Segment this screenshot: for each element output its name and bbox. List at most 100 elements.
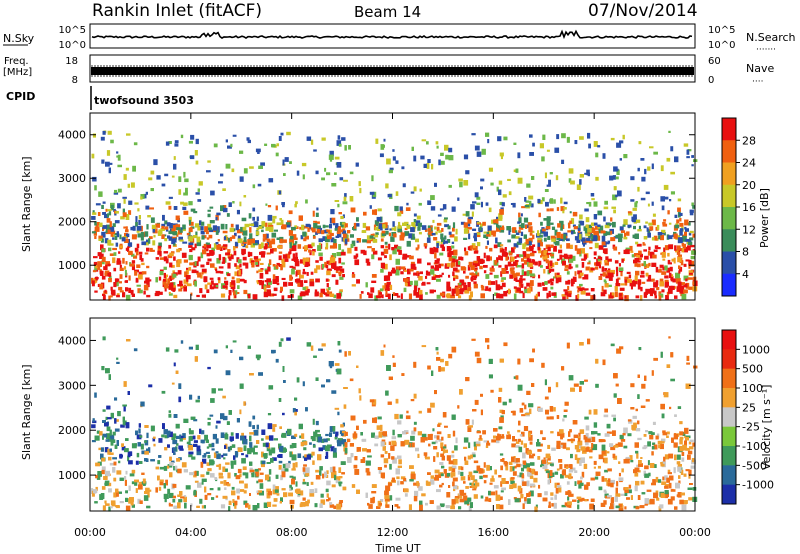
scatter-cell (593, 251, 597, 256)
scatter-cell (342, 274, 345, 278)
scatter-cell (546, 252, 552, 255)
scatter-cell (413, 155, 417, 162)
scatter-cell (469, 272, 473, 276)
scatter-cell (417, 226, 421, 231)
scatter-cell (433, 237, 438, 241)
scatter-cell (522, 251, 527, 257)
scatter-cell (548, 386, 551, 393)
scatter-cell (660, 492, 666, 498)
scatter-cell (265, 435, 270, 440)
scatter-cell (108, 374, 111, 380)
scatter-cell (594, 262, 597, 266)
scatter-cell (325, 292, 330, 297)
scatter-cell (310, 139, 314, 145)
scatter-cell (684, 440, 687, 446)
scatter-cell (289, 451, 292, 458)
scatter-cell (412, 224, 417, 229)
scatter-cell (516, 254, 521, 258)
scatter-cell (116, 280, 119, 287)
scatter-cell (247, 239, 252, 245)
scatter-cell (678, 480, 681, 484)
scatter-cell (518, 212, 521, 218)
scatter-cell (278, 136, 282, 141)
scatter-cell (234, 232, 237, 237)
scatter-cell (528, 262, 533, 268)
scatter-cell (270, 458, 274, 463)
scatter-cell (551, 447, 556, 451)
scatter-cell (532, 348, 535, 353)
scatter-cell (512, 261, 517, 266)
scatter-cell (329, 245, 335, 249)
scatter-cell (94, 226, 100, 232)
scatter-cell (338, 143, 342, 147)
scatter-cell (292, 266, 296, 270)
scatter-cell (165, 479, 168, 486)
scatter-cell (632, 415, 637, 419)
scatter-cell (180, 134, 184, 139)
scatter-cell (97, 471, 102, 477)
scatter-cell (343, 196, 347, 202)
scatter-cell (485, 445, 489, 448)
scatter-cell (685, 278, 688, 282)
scatter-cell (356, 425, 359, 430)
scatter-cell (677, 256, 682, 263)
scatter-cell (541, 251, 546, 257)
scatter-cell (594, 222, 598, 226)
scatter-cell (538, 484, 541, 489)
scatter-cell (181, 252, 187, 258)
scatter-cell (649, 251, 654, 255)
scatter-cell (257, 149, 260, 154)
scatter-cell (110, 230, 116, 235)
scatter-cell (560, 206, 565, 212)
scatter-cell (495, 284, 501, 291)
scatter-cell (168, 410, 171, 413)
scatter-cell (439, 252, 444, 256)
scatter-cell (380, 144, 385, 150)
scatter-cell (313, 223, 318, 229)
scatter-cell (669, 266, 673, 272)
scatter-cell (92, 176, 97, 182)
scatter-cell (315, 260, 319, 263)
scatter-cell (188, 266, 192, 271)
scatter-cell (688, 286, 694, 290)
scatter-cell (348, 351, 351, 356)
scatter-cell (174, 140, 179, 144)
scatter-cell (409, 479, 414, 482)
scatter-cell (262, 238, 266, 242)
scatter-cell (685, 447, 690, 451)
scatter-cell (249, 227, 252, 233)
scatter-cell (372, 417, 377, 423)
scatter-cell (229, 236, 232, 242)
scatter-cell (387, 401, 392, 405)
scatter-cell (440, 453, 444, 457)
scatter-cell (197, 199, 202, 202)
scatter-cell (642, 446, 646, 450)
scatter-cell (291, 226, 296, 231)
scatter-cell (267, 443, 270, 449)
scatter-cell (664, 245, 670, 251)
scatter-cell (546, 226, 551, 230)
scatter-cell (272, 427, 276, 432)
scatter-cell (434, 390, 437, 395)
scatter-cell (578, 229, 581, 233)
scatter-cell (366, 471, 371, 476)
scatter-cell (576, 239, 581, 243)
scatter-cell (493, 485, 499, 489)
scatter-cell (297, 282, 301, 287)
scatter-cell (242, 256, 247, 261)
scatter-cell (400, 476, 406, 480)
scatter-cell (595, 262, 601, 267)
scatter-cell (326, 288, 330, 291)
scatter-cell (101, 275, 106, 280)
scatter-cell (513, 276, 518, 281)
scatter-cell (692, 233, 695, 238)
scatter-cell (372, 233, 375, 237)
scatter-cell (510, 480, 515, 484)
scatter-cell (141, 271, 147, 275)
scatter-cell (417, 244, 420, 249)
scatter-cell (256, 216, 259, 221)
scatter-cell (628, 211, 633, 216)
scatter-cell (171, 175, 175, 178)
scatter-cell (385, 183, 389, 189)
scatter-cell (265, 270, 269, 275)
